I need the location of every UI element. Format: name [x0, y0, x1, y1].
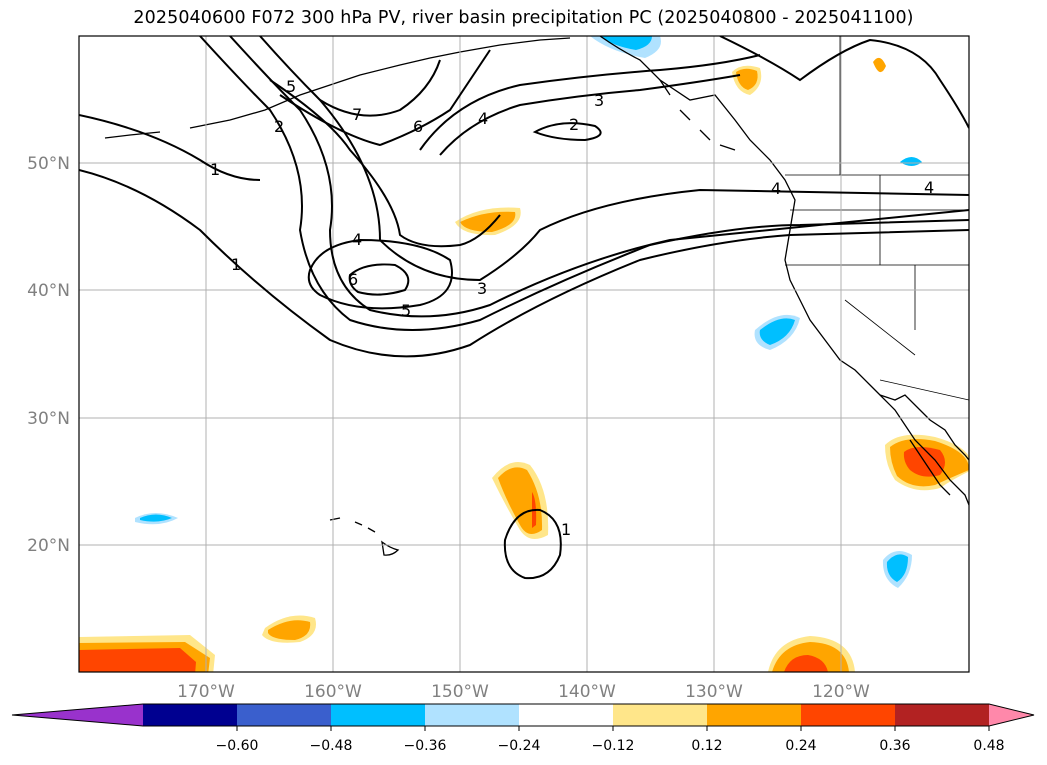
lat-label-50n: 50°N [27, 154, 70, 174]
contour-label: 1 [231, 255, 241, 274]
pv-contours [79, 36, 969, 580]
precip-neg-west-core [140, 514, 172, 522]
colorbar-tick-label: 0.36 [879, 738, 910, 754]
lon-label-130w: 130°W [685, 682, 743, 702]
precip-neg-california-core [759, 318, 795, 345]
pv-contour-1-outer [79, 169, 969, 358]
contour-label: 4 [478, 109, 488, 128]
pv-contour-6 [279, 49, 491, 147]
lon-label-170w: 170°W [177, 682, 235, 702]
pv-contour-7 [319, 59, 441, 117]
us-state-lines [785, 175, 969, 401]
precip-west-pacific-south-core [79, 648, 196, 672]
colorbar-box [895, 704, 990, 726]
pv-contour-3 [229, 36, 969, 318]
lat-label-40n: 40°N [27, 281, 70, 301]
precip-central-pacific-mid [498, 467, 543, 534]
precip-neg-canada [900, 157, 922, 166]
lat-label-20n: 20°N [27, 536, 70, 556]
contour-label: 4 [924, 178, 934, 197]
colorbar-extend-max [989, 704, 1034, 726]
baja-california [879, 394, 969, 461]
colorbar-box [707, 704, 802, 726]
pv-contour-4 [259, 36, 969, 282]
colorbar-extend-min [12, 704, 143, 726]
contour-label: 3 [594, 91, 604, 110]
colorbar-tick-label: −0.48 [310, 738, 353, 754]
lat-label-30n: 30°N [27, 409, 70, 429]
contour-label: 4 [771, 179, 781, 198]
colorbar-box [801, 704, 896, 726]
colorbar-tick-label: 0.24 [785, 738, 816, 754]
lon-label-120w: 120°W [812, 682, 870, 702]
precip-canada-interior [873, 57, 886, 73]
colorbar-outline [11, 703, 1035, 727]
contour-label: 3 [477, 279, 487, 298]
hawaii-islands [329, 517, 400, 556]
colorbar-tick-label: −0.36 [404, 738, 447, 754]
contour-label: 1 [561, 520, 571, 539]
colorbar-box [331, 704, 426, 726]
contour-label: 7 [352, 105, 362, 124]
pv-contour-1-east [719, 36, 969, 129]
colorbar-tick-label: 0.48 [973, 738, 1004, 754]
contour-label: 2 [274, 117, 284, 136]
colorbar-box [519, 704, 614, 726]
contour-label: 6 [413, 117, 423, 136]
graticule [79, 36, 969, 672]
pv-contour-2 [199, 36, 969, 331]
colorbar-tick-label: −0.60 [216, 738, 259, 754]
colorbar-box [237, 704, 332, 726]
precip-alaska-coast-core [736, 68, 758, 90]
colorbar-tick-label: −0.12 [592, 738, 635, 754]
pv-contour-2-closed [532, 122, 602, 142]
pv-contour-1-north [79, 114, 261, 181]
precip-east-pacific-south-core [784, 655, 828, 672]
contour-label: 5 [286, 77, 296, 96]
contour-label: 1 [210, 160, 220, 179]
colorbar-box [143, 704, 238, 726]
contour-label: 4 [352, 230, 362, 249]
colorbar-box [613, 704, 708, 726]
precip-north-pacific-core [460, 211, 516, 232]
lon-labels: 170°W 160°W 150°W 140°W 130°W 120°W [177, 682, 870, 702]
contour-label: 6 [348, 270, 358, 289]
colorbar-tick-label: 0.12 [691, 738, 722, 754]
north-america-coast [599, 36, 969, 506]
precip-neg-mexico-core [886, 554, 908, 582]
map-title: 2025040600 F072 300 hPa PV, river basin … [133, 8, 914, 28]
pv-contour-5-ring [307, 238, 453, 310]
precip-neg-alaska-core [600, 36, 652, 50]
lon-label-150w: 150°W [431, 682, 489, 702]
precip-hawaii-west-core [268, 620, 311, 640]
contour-label: 5 [401, 301, 411, 320]
colorbar-tick-label: −0.24 [498, 738, 541, 754]
map-frame [78, 35, 970, 673]
colorbar-box [425, 704, 520, 726]
lon-label-160w: 160°W [304, 682, 362, 702]
lon-label-140w: 140°W [558, 682, 616, 702]
pv-contour-4-upper [439, 74, 741, 156]
precip-shading [79, 36, 969, 672]
alaska-south-coast [459, 37, 571, 53]
contour-label: 2 [569, 115, 579, 134]
pv-contour-6-closed [348, 263, 410, 296]
canada-coast-islands [659, 79, 736, 151]
map-area: 5 7 6 4 3 2 2 1 4 6 5 3 1 1 4 4 [79, 36, 969, 672]
colorbar: −0.60 −0.48 −0.36 −0.24 −0.12 0.12 0.24 0.36 0.4… [11, 703, 1035, 754]
lat-labels: 50°N 40°N 30°N 20°N [27, 154, 70, 556]
pv-contour-3-upper [419, 54, 761, 151]
contour-labels: 5 7 6 4 3 2 2 1 4 6 5 3 1 1 4 4 [210, 77, 934, 539]
borders [785, 36, 969, 401]
aleutian-islands [104, 51, 461, 139]
mexico-coast [909, 439, 951, 496]
pv-contour-1-closed-south [503, 508, 562, 580]
